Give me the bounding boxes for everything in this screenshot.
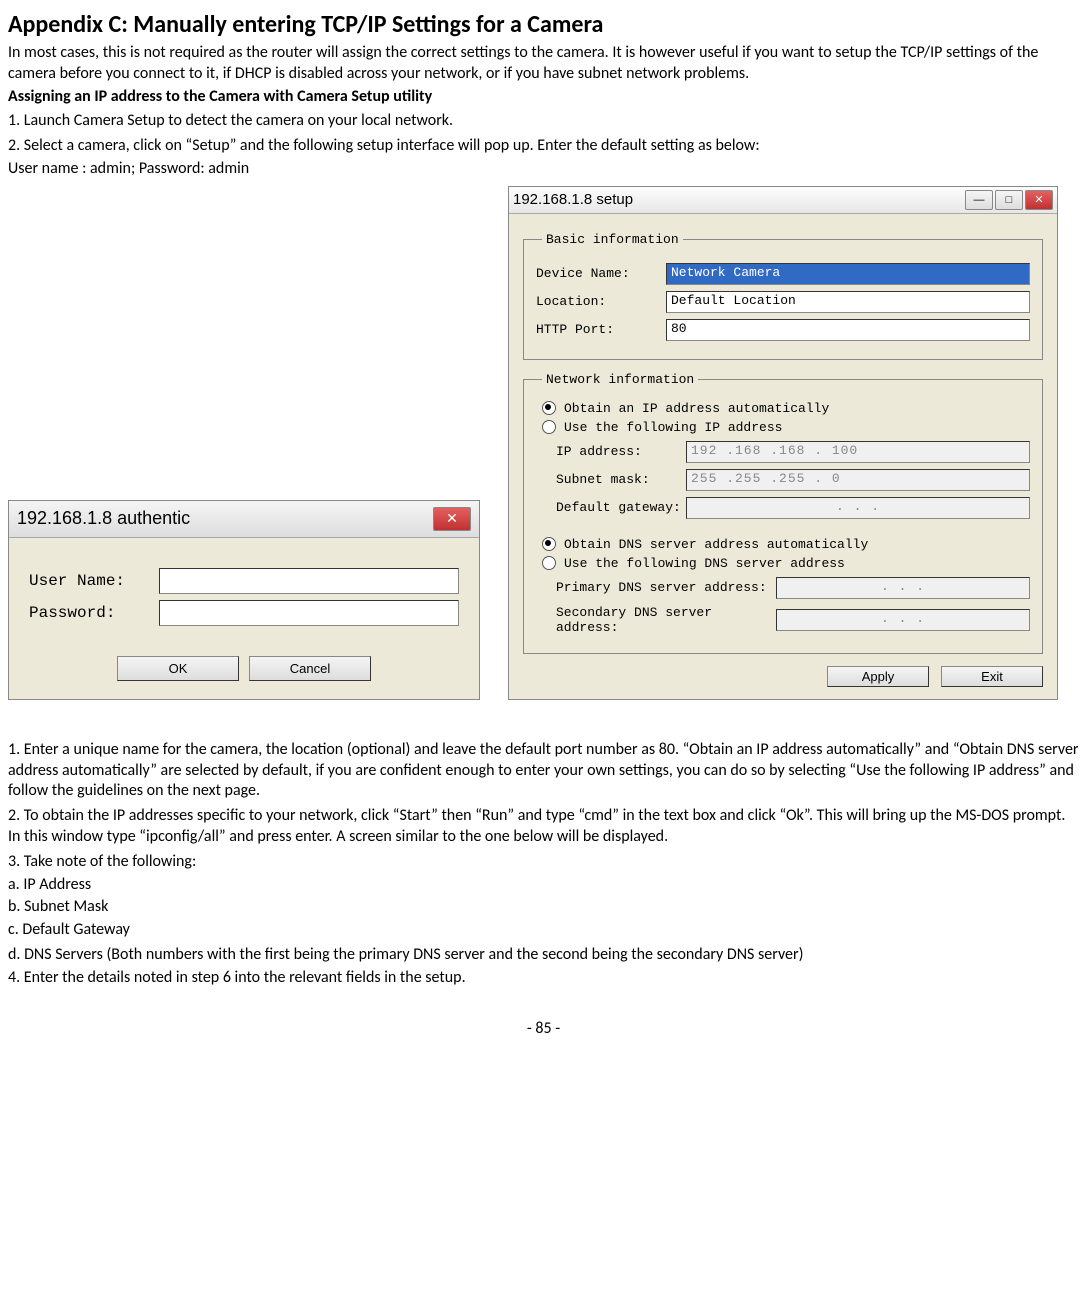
ip-address-input[interactable]: 192 .168 .168 . 100 <box>686 441 1030 463</box>
radio-static-ip[interactable]: Use the following IP address <box>542 420 1030 435</box>
setup-titlebar: 192.168.1.8 setup — □ ✕ <box>509 187 1057 214</box>
setup-dialog: 192.168.1.8 setup — □ ✕ Basic informatio… <box>508 186 1058 700</box>
basic-legend: Basic information <box>542 232 683 247</box>
radio-label: Use the following IP address <box>564 420 782 435</box>
location-label: Location: <box>536 294 666 309</box>
basic-info-group: Basic information Device Name: Network C… <box>523 232 1043 360</box>
close-icon[interactable]: ✕ <box>433 507 471 531</box>
password-label: Password: <box>29 604 159 622</box>
secondary-dns-label: Secondary DNS server address: <box>556 605 776 635</box>
subnet-input[interactable]: 255 .255 .255 . 0 <box>686 469 1030 491</box>
auth-title: 192.168.1.8 authentic <box>17 508 433 529</box>
setup-title: 192.168.1.8 setup <box>513 191 965 208</box>
note-d: d. DNS Servers (Both numbers with the fi… <box>8 945 1079 966</box>
secondary-dns-input[interactable]: . . . <box>776 609 1030 631</box>
subheading: Assigning an IP address to the Camera wi… <box>8 87 1079 108</box>
cancel-button[interactable]: Cancel <box>249 656 371 681</box>
note-a: a. IP Address <box>8 875 1079 896</box>
password-input[interactable] <box>159 600 459 626</box>
ok-button[interactable]: OK <box>117 656 239 681</box>
gateway-input[interactable]: . . . <box>686 497 1030 519</box>
location-input[interactable]: Default Location <box>666 291 1030 313</box>
auth-titlebar: 192.168.1.8 authentic ✕ <box>9 501 479 538</box>
device-name-label: Device Name: <box>536 266 666 281</box>
auth-dialog: 192.168.1.8 authentic ✕ User Name: Passw… <box>8 500 480 700</box>
username-label: User Name: <box>29 572 159 590</box>
primary-dns-label: Primary DNS server address: <box>556 580 776 595</box>
note-c: c. Default Gateway <box>8 920 1079 941</box>
body-step-1: 1. Enter a unique name for the camera, t… <box>8 740 1079 802</box>
radio-icon <box>542 420 556 434</box>
body-step-4: 4. Enter the details noted in step 6 int… <box>8 968 1079 989</box>
appendix-title: Appendix C: Manually entering TCP/IP Set… <box>8 10 1079 39</box>
device-name-input[interactable]: Network Camera <box>666 263 1030 285</box>
radio-label: Use the following DNS server address <box>564 556 845 571</box>
note-b: b. Subnet Mask <box>8 897 1079 918</box>
minimize-icon[interactable]: — <box>965 190 993 210</box>
page-number: - 85 - <box>8 1019 1079 1038</box>
apply-button[interactable]: Apply <box>827 666 929 687</box>
network-legend: Network information <box>542 372 698 387</box>
radio-icon <box>542 556 556 570</box>
exit-button[interactable]: Exit <box>941 666 1043 687</box>
http-port-label: HTTP Port: <box>536 322 666 337</box>
body-step-2: 2. To obtain the IP addresses specific t… <box>8 806 1079 848</box>
radio-icon <box>542 537 556 551</box>
network-info-group: Network information Obtain an IP address… <box>523 372 1043 654</box>
radio-auto-dns[interactable]: Obtain DNS server address automatically <box>542 537 1030 552</box>
username-input[interactable] <box>159 568 459 594</box>
primary-dns-input[interactable]: . . . <box>776 577 1030 599</box>
intro-text: In most cases, this is not required as t… <box>8 43 1079 85</box>
gateway-label: Default gateway: <box>556 500 686 515</box>
screenshots-row: 192.168.1.8 authentic ✕ User Name: Passw… <box>8 186 1079 700</box>
maximize-icon[interactable]: □ <box>995 190 1023 210</box>
credentials-line: User name : admin; Password: admin <box>8 159 1079 180</box>
ip-address-label: IP address: <box>556 444 686 459</box>
radio-static-dns[interactable]: Use the following DNS server address <box>542 556 1030 571</box>
radio-icon <box>542 401 556 415</box>
step-1: 1. Launch Camera Setup to detect the cam… <box>8 111 1079 132</box>
subnet-label: Subnet mask: <box>556 472 686 487</box>
radio-auto-ip[interactable]: Obtain an IP address automatically <box>542 401 1030 416</box>
close-icon[interactable]: ✕ <box>1025 190 1053 210</box>
body-step-3: 3. Take note of the following: <box>8 852 1079 873</box>
step-2: 2. Select a camera, click on “Setup” and… <box>8 136 1079 157</box>
http-port-input[interactable]: 80 <box>666 319 1030 341</box>
radio-label: Obtain DNS server address automatically <box>564 537 868 552</box>
radio-label: Obtain an IP address automatically <box>564 401 829 416</box>
